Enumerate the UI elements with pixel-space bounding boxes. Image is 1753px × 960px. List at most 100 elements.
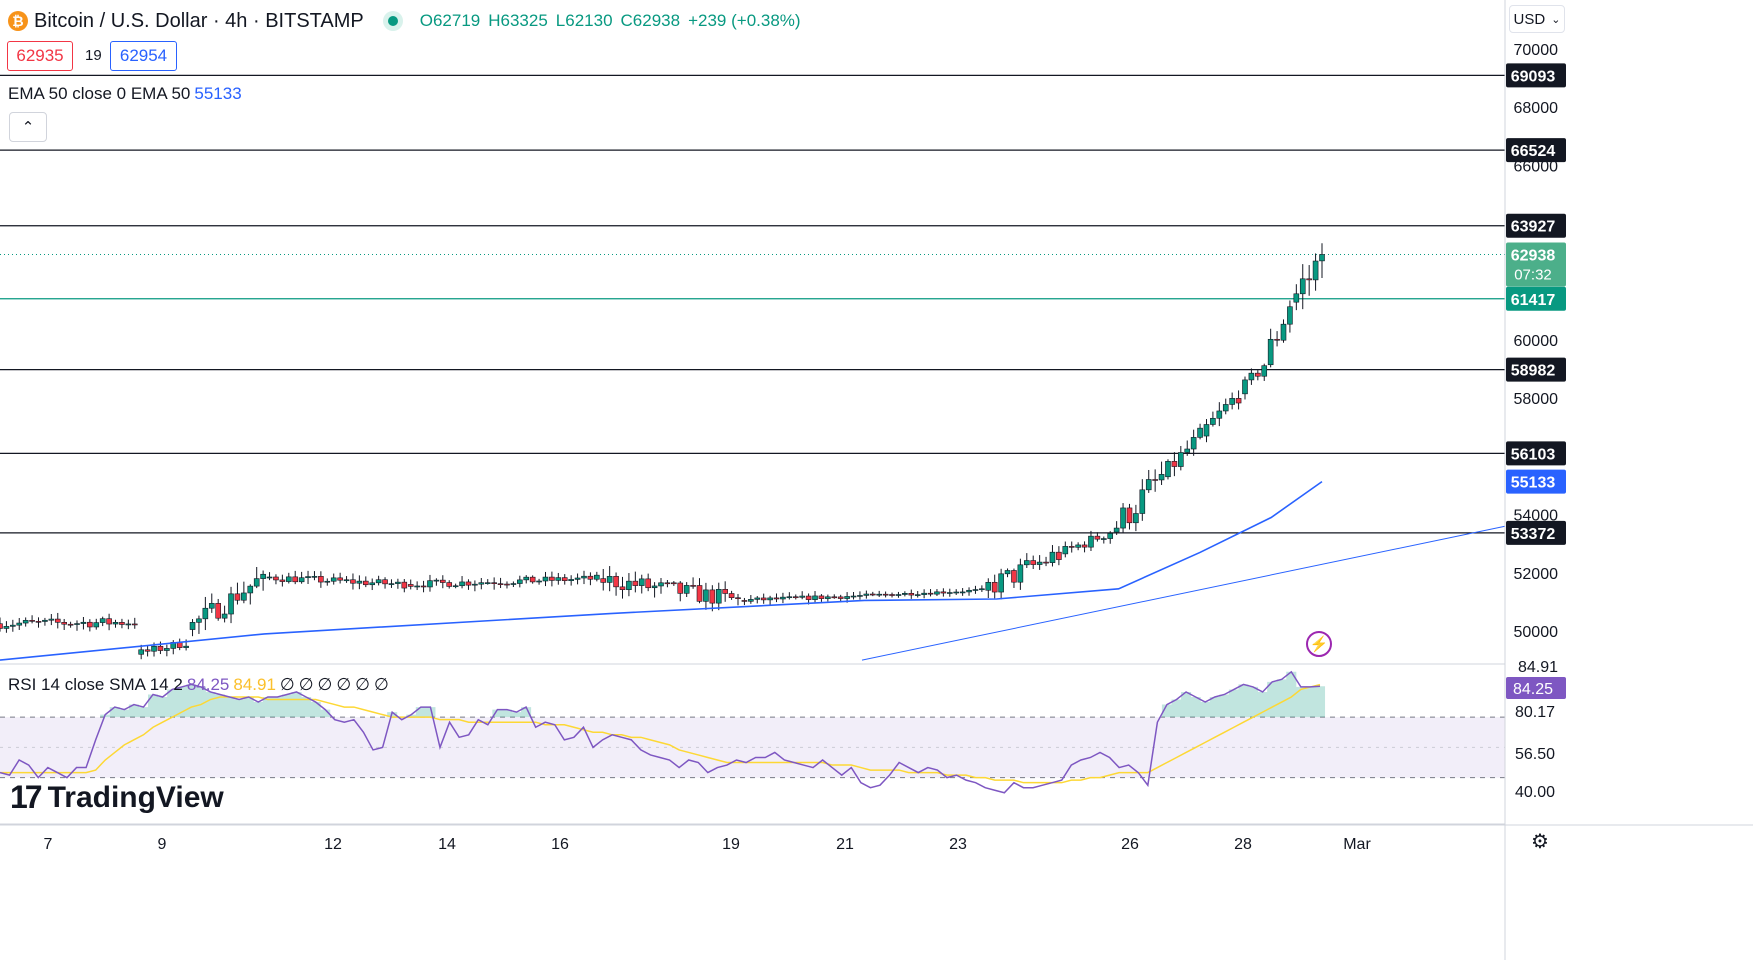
interval-label[interactable]: 4h xyxy=(225,9,248,32)
candle xyxy=(953,589,960,595)
support-level-label: 61417 xyxy=(1511,292,1556,309)
tradingview-wordmark: TradingView xyxy=(47,780,224,814)
candle xyxy=(645,573,651,592)
candle xyxy=(715,582,722,611)
sell-price-button[interactable]: 62935 xyxy=(7,41,73,71)
candle xyxy=(722,581,728,602)
candle-body xyxy=(1229,398,1235,405)
candle-body xyxy=(10,624,16,627)
symbol-header[interactable]: ₿ Bitcoin / U.S. Dollar · 4h · BITSTAMP … xyxy=(8,8,801,34)
candle-body xyxy=(1145,479,1152,491)
candle-body xyxy=(3,626,10,629)
candle xyxy=(703,582,709,610)
candle xyxy=(74,620,80,631)
candle-body xyxy=(748,599,754,602)
candle-body xyxy=(1139,489,1146,514)
candle-body xyxy=(87,621,93,628)
ema-legend-value: 55133 xyxy=(194,84,242,103)
level-tag xyxy=(1506,213,1566,238)
candle-body xyxy=(882,593,889,596)
ema-legend[interactable]: EMA 50 close 0 EMA 50 55133 xyxy=(8,84,242,104)
candle-body xyxy=(497,583,504,585)
candle-body xyxy=(48,618,55,621)
rsi-sma-line xyxy=(0,683,1321,784)
candle-body xyxy=(946,592,953,594)
candle xyxy=(1267,328,1274,368)
rsi-tick-label: 40.00 xyxy=(1515,784,1555,801)
rsi-clipped-tick: 84.91 xyxy=(1518,659,1558,676)
candle-body xyxy=(638,578,645,586)
candle-body xyxy=(991,581,998,593)
candle xyxy=(1319,243,1325,279)
candle xyxy=(683,582,690,597)
candle xyxy=(1171,452,1178,477)
candles[interactable] xyxy=(0,243,1506,661)
candle xyxy=(568,575,574,586)
candle-body xyxy=(812,595,818,600)
candle-body xyxy=(517,579,523,584)
candle xyxy=(1145,469,1152,493)
candle-body xyxy=(311,576,318,578)
spread-value: 19 xyxy=(85,47,102,64)
candle xyxy=(241,581,247,604)
price-tick-label: 68000 xyxy=(1514,100,1559,117)
rsi-legend-label: RSI 14 close SMA 14 2 xyxy=(8,675,183,694)
ema-price-tag xyxy=(1506,469,1566,494)
time-tick-label: Mar xyxy=(1343,836,1371,853)
candle-body xyxy=(645,578,651,589)
candle-body xyxy=(927,592,934,595)
candle xyxy=(138,644,144,660)
candle-body xyxy=(1306,278,1312,281)
candle xyxy=(1274,331,1280,347)
candle-body xyxy=(1011,570,1017,583)
candle xyxy=(1036,555,1043,570)
collapse-legend-button[interactable]: ⌃ xyxy=(9,112,47,142)
lightning-icon[interactable]: ⚡ xyxy=(1306,631,1332,657)
candle-body xyxy=(1101,538,1107,540)
candle xyxy=(1293,284,1300,311)
candle-body xyxy=(388,583,395,585)
candle xyxy=(792,594,799,600)
candle xyxy=(472,580,478,592)
candle-body xyxy=(1120,507,1126,529)
candle xyxy=(48,614,55,626)
time-tick-label: 28 xyxy=(1234,836,1252,853)
candle-body xyxy=(1184,448,1191,453)
candle-body xyxy=(279,579,286,582)
candle xyxy=(985,578,992,599)
candle-body xyxy=(472,583,478,586)
candle xyxy=(318,571,324,588)
candle-body xyxy=(1081,544,1088,548)
currency-selector[interactable]: USD ⌄ xyxy=(1509,5,1565,33)
candle xyxy=(799,591,805,600)
candle-body xyxy=(985,581,992,591)
candle-body xyxy=(440,579,446,583)
candle xyxy=(767,595,773,605)
candle-body xyxy=(1152,479,1158,481)
candle xyxy=(208,593,215,613)
candle xyxy=(523,575,530,584)
candle-body xyxy=(581,575,587,579)
price-levels xyxy=(0,74,1505,534)
candle-body xyxy=(658,582,664,587)
buy-price-button[interactable]: 62954 xyxy=(110,41,177,71)
candle xyxy=(42,617,48,626)
candle xyxy=(1152,469,1158,492)
candle xyxy=(401,579,408,593)
candle-body xyxy=(594,574,600,580)
candle-body xyxy=(1216,410,1223,419)
symbol-title[interactable]: Bitcoin / U.S. Dollar xyxy=(34,9,208,32)
candle xyxy=(921,589,927,599)
candle-body xyxy=(54,618,61,623)
level-label: 69093 xyxy=(1511,68,1556,85)
candle xyxy=(356,575,363,590)
rsi-legend[interactable]: RSI 14 close SMA 14 2 84.25 84.91 ∅ ∅ ∅ … xyxy=(8,675,389,695)
candle-body xyxy=(966,589,972,593)
candle xyxy=(869,591,876,597)
candle-body xyxy=(324,580,331,583)
market-status-icon[interactable] xyxy=(387,16,398,26)
gear-icon[interactable]: ⚙ xyxy=(1531,830,1549,853)
tradingview-logo[interactable]: 17 TradingView xyxy=(10,779,224,816)
